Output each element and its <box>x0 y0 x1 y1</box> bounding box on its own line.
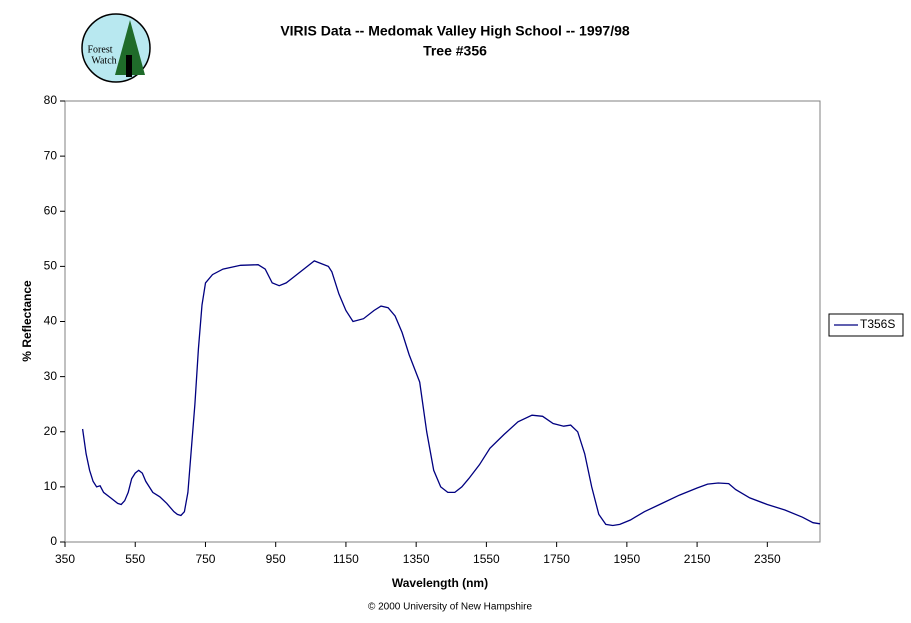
x-tick-label: 2150 <box>684 552 711 566</box>
y-tick-label: 30 <box>44 369 58 383</box>
x-tick-label: 1950 <box>614 552 641 566</box>
y-tick-label: 60 <box>44 203 58 217</box>
legend-label: T356S <box>860 317 895 331</box>
footer: © 2000 University of New Hampshire <box>368 602 533 613</box>
x-tick-label: 950 <box>266 552 286 566</box>
x-tick-label: 2350 <box>754 552 781 566</box>
y-tick-label: 0 <box>50 534 57 548</box>
x-tick-label: 1150 <box>333 552 359 566</box>
x-tick-label: 350 <box>55 552 75 566</box>
logo: Forest Watch <box>81 13 151 83</box>
y-axis-label: % Reflectance <box>20 280 34 362</box>
y-tick-label: 10 <box>44 479 58 493</box>
chart-subtitle: Tree #356 <box>423 43 487 59</box>
logo-text: Forest <box>88 44 113 55</box>
y-tick-label: 20 <box>44 424 58 438</box>
x-tick-label: 1750 <box>543 552 570 566</box>
y-tick-label: 70 <box>44 148 58 162</box>
legend-box <box>828 313 904 337</box>
x-tick-label: 550 <box>125 552 145 566</box>
x-tick-label: 750 <box>195 552 215 566</box>
y-tick-label: 50 <box>44 259 58 273</box>
logo-tree <box>115 20 145 75</box>
logo-text: Watch <box>91 55 116 66</box>
x-axis-label: Wavelength (nm) <box>392 576 488 590</box>
x-tick-label: 1350 <box>403 552 430 566</box>
y-tick-label: 80 <box>44 93 58 107</box>
logo-figure <box>126 55 132 77</box>
plot-area <box>64 100 821 543</box>
data-line <box>81 260 821 527</box>
chart-title: VIRIS Data -- Medomak Valley High School… <box>280 23 630 39</box>
y-tick-label: 40 <box>44 314 58 328</box>
x-tick-label: 1550 <box>473 552 500 566</box>
